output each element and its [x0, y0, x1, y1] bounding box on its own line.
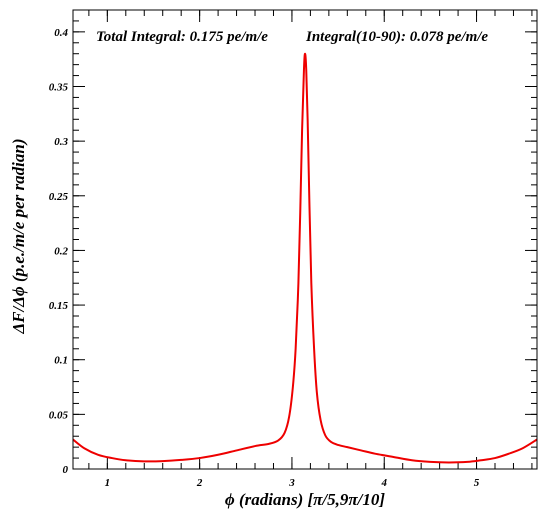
y-tick-label: 0.35 [49, 82, 69, 94]
x-axis-title: ϕ (radians) [π/5,9π/10] [225, 490, 385, 509]
tick-marks [73, 9, 537, 470]
y-tick-label: 0.4 [54, 27, 68, 39]
series-line [72, 52, 538, 464]
y-tick-label: 0.25 [49, 191, 69, 203]
y-tick-label: 0.05 [49, 409, 69, 421]
tick-labels: 0 0.05 0.1 0.15 0.2 0.25 0.3 0.35 0.4 1 2 3 4 5 [49, 27, 480, 489]
total-integral-annotation: Total Integral: 0.175 pe/m/e [96, 29, 268, 45]
x-tick-label: 1 [105, 477, 111, 489]
x-tick-label: 2 [196, 477, 203, 489]
y-tick-label: 0.3 [54, 136, 68, 148]
y-tick-label: 0.15 [49, 300, 69, 312]
x-tick-label: 5 [474, 477, 480, 489]
y-tick-label: 0.1 [54, 355, 68, 367]
integral-range-annotation: Integral(10-90): 0.078 pe/m/e [305, 29, 488, 45]
y-tick-label: 0.2 [54, 245, 68, 257]
y-tick-label: 0 [63, 464, 69, 476]
x-tick-label: 3 [288, 477, 295, 489]
plot-frame [72, 9, 538, 470]
x-tick-label: 4 [380, 477, 387, 489]
y-axis-title: ΔF/Δϕ (p.e./m/e per radian) [9, 138, 28, 334]
